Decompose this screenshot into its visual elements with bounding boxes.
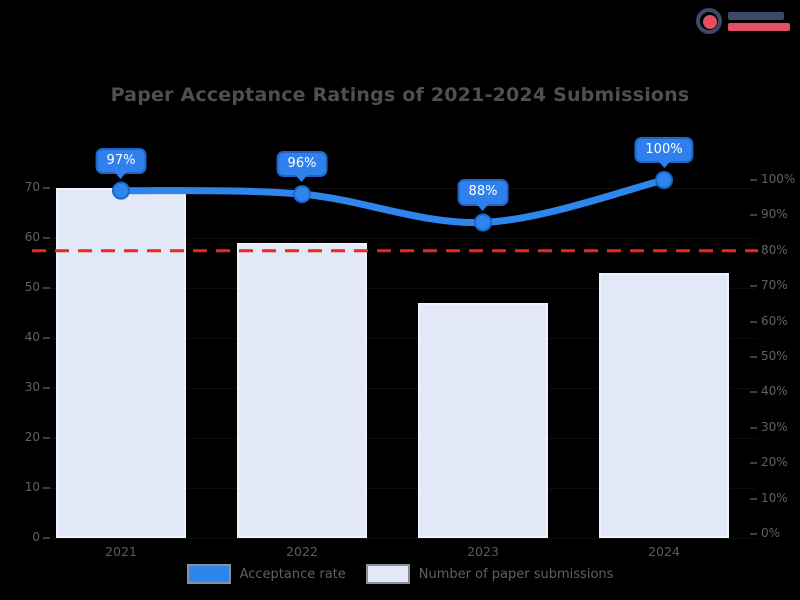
logo-ring-shape xyxy=(696,8,722,34)
left-axis-tick xyxy=(43,337,50,339)
left-axis-tick-label: 30 xyxy=(24,380,40,394)
right-axis-tick xyxy=(750,179,757,181)
right-axis-tick xyxy=(750,356,757,358)
logo-icon xyxy=(696,8,722,34)
right-axis-tick xyxy=(750,320,757,323)
right-axis-tick-label: 10% xyxy=(761,490,788,505)
data-label-bubble-2021: 97% xyxy=(95,147,147,180)
right-axis-tick xyxy=(750,426,757,429)
right-axis-tick-label: 100% xyxy=(761,172,796,186)
bar-2022 xyxy=(237,243,367,538)
chart-title: Paper Acceptance Ratings of 2021-2024 Su… xyxy=(110,84,690,106)
gridline xyxy=(50,187,756,189)
line-point-2023 xyxy=(474,213,492,232)
x-axis-label-2024: 2024 xyxy=(648,544,680,559)
line-point-2024 xyxy=(655,171,673,189)
right-axis-tick-label: 90% xyxy=(761,207,788,222)
left-axis-tick-label: 10 xyxy=(24,480,40,494)
left-axis-tick-label: 40 xyxy=(24,330,40,344)
logo-wordmark-line2 xyxy=(728,22,790,31)
data-label-bubble-2024: 100% xyxy=(634,137,694,169)
x-axis-label-2022: 2022 xyxy=(286,544,318,559)
legend-label-2: Number of paper submissions xyxy=(418,566,614,582)
legend-item-2[interactable]: Number of paper submissions xyxy=(365,564,614,584)
x-axis-label-2023: 2023 xyxy=(467,544,499,559)
right-axis-tick xyxy=(750,462,757,465)
gridline xyxy=(50,437,756,439)
left-axis-tick-label: 70 xyxy=(24,180,40,194)
data-label-bubble-2023: 88% xyxy=(457,179,509,212)
right-axis-tick xyxy=(750,533,757,535)
left-axis-tick xyxy=(43,387,50,389)
right-axis-tick xyxy=(750,391,757,394)
gridline xyxy=(50,287,756,289)
legend-item-1[interactable]: Acceptance rate xyxy=(186,564,346,584)
bar-2023 xyxy=(418,303,548,538)
bar-2021 xyxy=(56,188,186,538)
gridline xyxy=(50,237,756,239)
bar-2024 xyxy=(599,273,729,538)
right-axis-tick-label: 40% xyxy=(761,384,788,399)
logo-wordmark xyxy=(728,11,790,31)
left-axis-tick xyxy=(43,237,50,239)
left-axis-tick xyxy=(43,187,50,189)
logo-wordmark-line1 xyxy=(728,11,784,20)
right-axis-tick-label: 50% xyxy=(761,349,788,363)
left-axis-tick-label: 20 xyxy=(24,430,40,444)
legend: Acceptance rate Number of paper submissio… xyxy=(0,564,800,584)
acceptance-rate-line xyxy=(117,176,668,227)
right-axis-tick-label: 70% xyxy=(761,278,788,293)
gridline xyxy=(50,487,756,489)
left-axis-tick xyxy=(43,537,50,539)
left-axis-tick xyxy=(43,437,50,439)
gridline xyxy=(50,537,756,539)
right-axis-tick xyxy=(750,214,757,217)
left-axis-tick xyxy=(43,287,50,289)
right-axis-tick xyxy=(750,285,757,288)
line-point-2022 xyxy=(293,185,311,204)
left-axis-tick-label: 60 xyxy=(24,230,40,244)
right-axis-tick-label: 60% xyxy=(761,313,788,328)
right-axis-tick-label: 30% xyxy=(761,419,788,434)
left-axis-tick-label: 0 xyxy=(32,530,40,544)
legend-swatch-1 xyxy=(186,564,231,584)
line-point-2021 xyxy=(112,181,130,200)
x-axis-label-2021: 2021 xyxy=(105,544,137,559)
left-axis-tick xyxy=(43,487,50,489)
logo xyxy=(696,8,790,34)
logo-dot-shape xyxy=(703,15,717,29)
gridline xyxy=(50,387,756,389)
right-axis-tick-label: 20% xyxy=(761,455,788,470)
legend-swatch-2 xyxy=(365,564,410,584)
left-axis-tick-label: 50 xyxy=(24,280,40,294)
right-axis-tick-label: 80% xyxy=(761,242,788,257)
gridline xyxy=(50,337,756,339)
right-axis-tick-label: 0% xyxy=(761,526,781,540)
right-axis-tick xyxy=(750,497,757,500)
data-label-bubble-2022: 96% xyxy=(276,151,328,183)
legend-label-1: Acceptance rate xyxy=(239,566,346,582)
